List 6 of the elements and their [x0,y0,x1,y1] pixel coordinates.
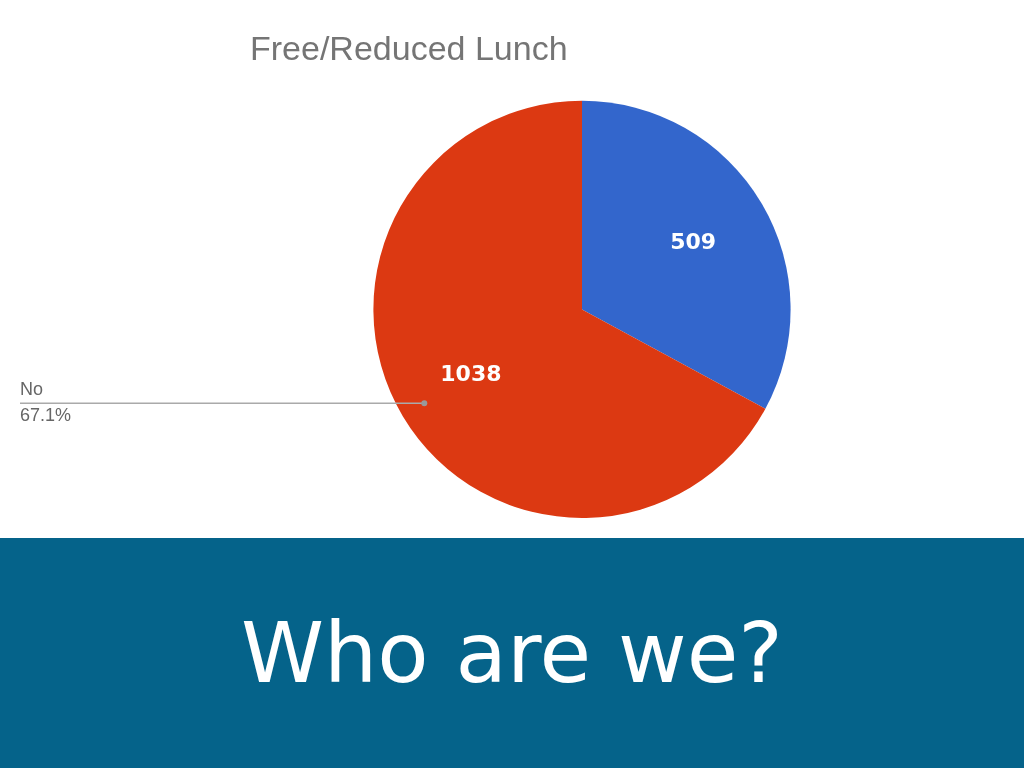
text: 67.1% [20,405,72,426]
text: Who are we? [241,604,783,702]
data-label: 1038 [440,361,502,387]
chart-title: Free/Reduced Lunch [250,28,568,67]
slice-label: No [20,379,44,400]
data-label: 509 [670,228,717,254]
